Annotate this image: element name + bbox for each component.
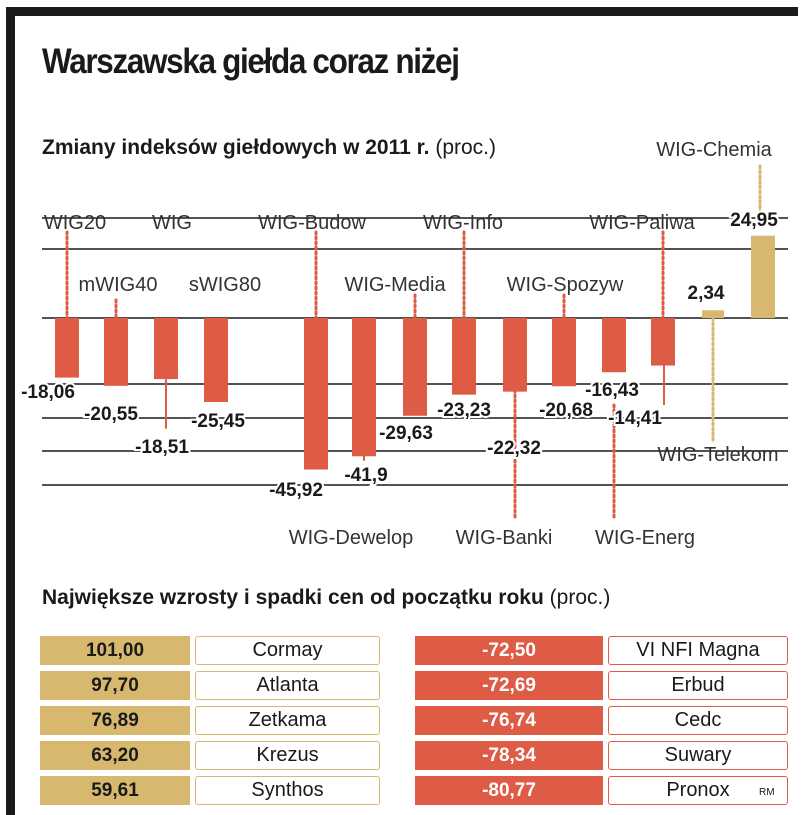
category-label: WIG-Banki xyxy=(456,527,553,549)
gainer-value: 76,89 xyxy=(40,706,190,735)
value-label: 24,95 xyxy=(730,210,778,231)
bar xyxy=(552,318,576,387)
index-change-chart: WIG20 -18,06 mWIG40 -20,55 WIG -18,51 sWIG80 -2… xyxy=(19,139,788,549)
bar xyxy=(204,318,228,402)
category-label: WIG-Spozyw xyxy=(507,274,624,296)
loser-name: Suwary xyxy=(608,741,788,770)
bar xyxy=(751,235,775,318)
table-title-text: Największe wzrosty i spadki cen od począ… xyxy=(42,586,544,609)
gainer-value: 63,20 xyxy=(40,741,190,770)
bar xyxy=(403,318,427,416)
category-label: WIG-Media xyxy=(344,274,446,296)
gainer-name: Cormay xyxy=(195,636,380,665)
gainer-name: Zetkama xyxy=(195,706,380,735)
loser-name: Cedc xyxy=(608,706,788,735)
gainer-name: Atlanta xyxy=(195,671,380,700)
category-label: WIG-Dewelop xyxy=(289,527,413,549)
value-label: -41,9 xyxy=(344,465,387,486)
category-label: sWIG80 xyxy=(189,274,261,296)
bar xyxy=(602,318,626,373)
bar xyxy=(104,318,128,386)
gainer-name: Krezus xyxy=(195,741,380,770)
value-label: -25,45 xyxy=(191,411,245,432)
loser-name: Pronox xyxy=(608,776,788,805)
loser-value: -78,34 xyxy=(415,741,603,770)
chart-title-unit: (proc.) xyxy=(435,136,497,159)
value-label: 2,34 xyxy=(688,283,725,304)
gainer-name: Synthos xyxy=(195,776,380,805)
category-label: mWIG40 xyxy=(79,274,158,296)
value-label: -23,23 xyxy=(437,400,491,421)
bar xyxy=(452,318,476,395)
category-label: WIG-Info xyxy=(423,212,503,234)
page-title: Warszawska giełda coraz niżej xyxy=(42,42,460,81)
table-title-unit: (proc.) xyxy=(549,586,611,609)
bar xyxy=(702,310,724,318)
bar xyxy=(55,318,79,378)
bar xyxy=(651,318,675,366)
category-label: WIG20 xyxy=(44,212,106,234)
category-label: WIG-Paliwa xyxy=(589,212,695,234)
loser-value: -72,69 xyxy=(415,671,603,700)
frame-top-border xyxy=(6,7,798,16)
value-label: -20,55 xyxy=(84,404,138,425)
bar xyxy=(352,318,376,457)
loser-name: Erbud xyxy=(608,671,788,700)
frame-left-border xyxy=(6,7,15,815)
bar xyxy=(304,318,328,470)
value-label: -18,06 xyxy=(21,382,75,403)
bar xyxy=(503,318,527,392)
category-label: WIG-Chemia xyxy=(656,139,772,161)
category-label: WIG-Telekom xyxy=(657,444,778,466)
value-label: -16,43 xyxy=(585,380,639,401)
table-title: Największe wzrosty i spadki cen od począ… xyxy=(42,586,610,610)
frame-notch xyxy=(15,16,73,20)
category-label: WIG-Energ xyxy=(595,527,695,549)
value-label: -20,68 xyxy=(539,400,593,421)
value-label: -22,32 xyxy=(487,438,541,459)
loser-name: VI NFI Magna xyxy=(608,636,788,665)
value-label: -18,51 xyxy=(135,437,189,458)
gainer-value: 101,00 xyxy=(40,636,190,665)
loser-value: -80,77 xyxy=(415,776,603,805)
author-credit: RM xyxy=(759,787,775,798)
gainer-value: 59,61 xyxy=(40,776,190,805)
value-label: -29,63 xyxy=(379,423,433,444)
loser-value: -72,50 xyxy=(415,636,603,665)
gainer-value: 97,70 xyxy=(40,671,190,700)
loser-value: -76,74 xyxy=(415,706,603,735)
chart-title-text: Zmiany indeksów giełdowych w 2011 r. xyxy=(42,136,430,159)
value-label: -14,41 xyxy=(608,408,662,429)
value-label: -45,92 xyxy=(269,480,323,501)
bar xyxy=(154,318,178,380)
category-label: WIG xyxy=(152,212,192,234)
chart-title: Zmiany indeksów giełdowych w 2011 r. (pr… xyxy=(42,136,496,160)
category-label: WIG-Budow xyxy=(258,212,366,234)
